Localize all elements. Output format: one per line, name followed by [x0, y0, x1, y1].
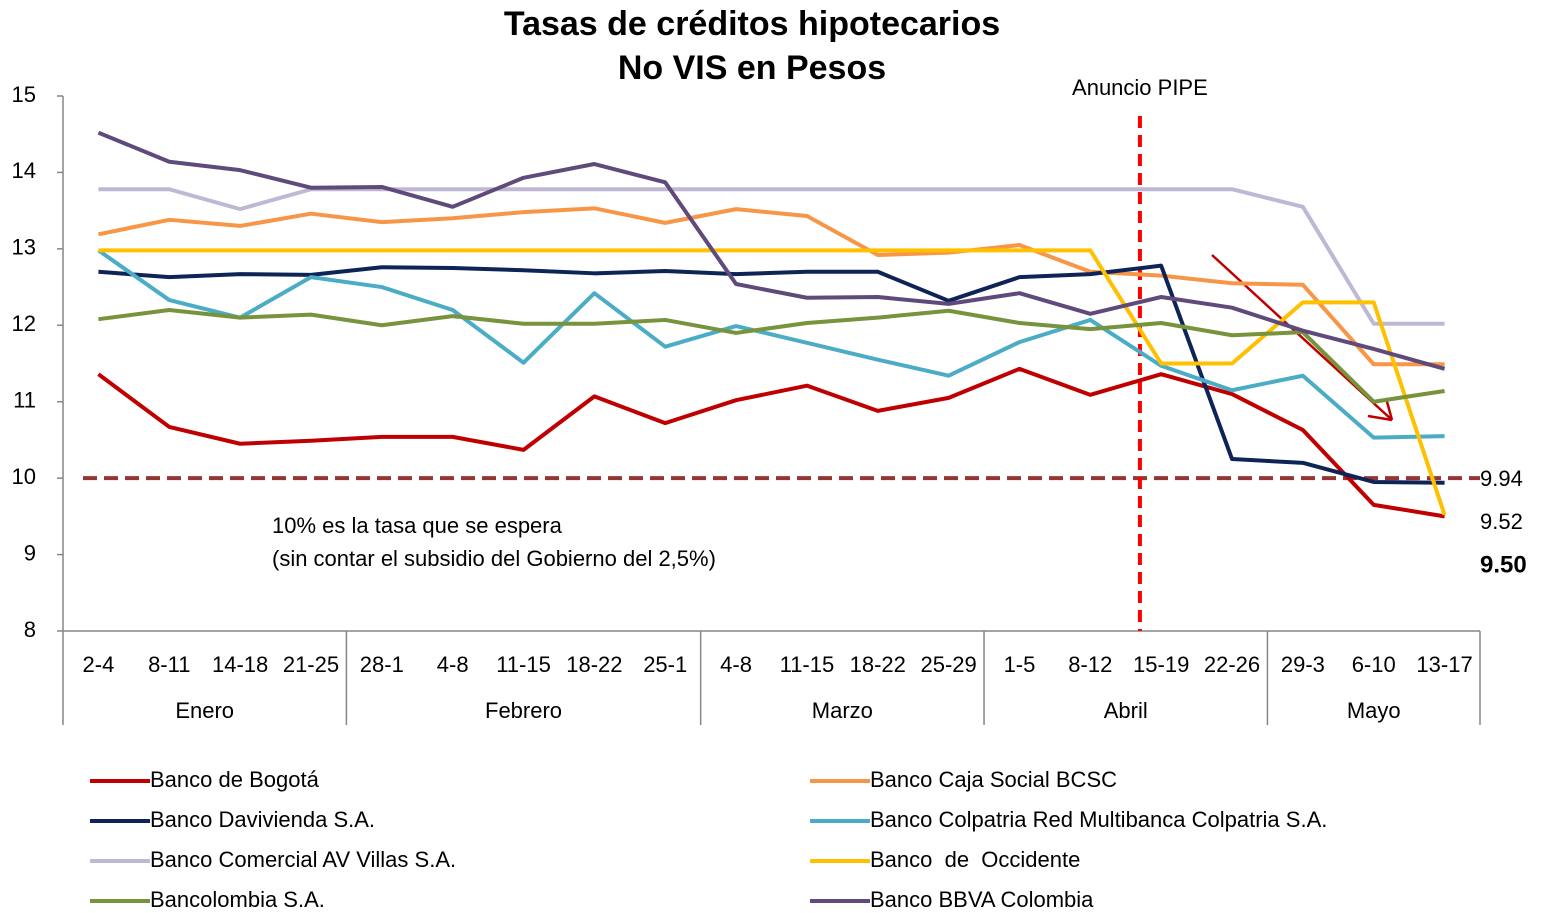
x-tick-label: 29-3 [1281, 652, 1325, 677]
series-line [98, 263, 1445, 485]
series-line [97, 248, 1445, 440]
x-tick-label: 13-17 [1416, 652, 1472, 677]
end-label: 9.50 [1480, 551, 1527, 578]
end-label: 9.94 [1480, 466, 1523, 491]
legend-label: Banco Colpatria Red Multibanca Colpatria… [870, 807, 1327, 832]
x-tick-label: 4-8 [437, 652, 469, 677]
y-tick-label: 10 [12, 464, 36, 489]
legend-label: Banco de Bogotá [150, 767, 320, 792]
y-tick-label: 14 [12, 158, 36, 183]
reference-note: 10% es la tasa que se espera [272, 513, 563, 538]
group-label: Mayo [1347, 698, 1401, 723]
chart-title: Tasas de créditos hipotecarios [504, 5, 1000, 43]
x-tick-label: 11-15 [780, 652, 835, 677]
event-label: Anuncio PIPE [1072, 75, 1208, 100]
x-tick-label: 4-8 [720, 652, 752, 677]
group-label: Abril [1104, 698, 1148, 723]
legend-label: Bancolombia S.A. [150, 887, 325, 912]
legend-label: Banco de Occidente [870, 847, 1080, 872]
series-line [97, 130, 1446, 371]
x-tick-label: 18-22 [566, 652, 622, 677]
group-label: Febrero [485, 698, 562, 723]
legend-label: Banco Caja Social BCSC [870, 767, 1117, 792]
x-tick-label: 22-26 [1204, 652, 1260, 677]
x-tick-label: 21-25 [283, 652, 339, 677]
y-tick-label: 9 [24, 540, 36, 565]
y-tick-label: 13 [12, 235, 36, 260]
series-line [98, 248, 1447, 516]
y-tick-label: 8 [24, 617, 36, 642]
x-tick-label: 25-29 [920, 652, 976, 677]
legend-label: Banco Davivienda S.A. [150, 807, 375, 832]
reference-note: (sin contar el subsidio del Gobierno del… [272, 546, 716, 571]
group-label: Enero [175, 698, 234, 723]
x-tick-label: 18-22 [850, 652, 906, 677]
y-tick-label: 11 [13, 388, 36, 413]
x-tick-label: 25-1 [643, 652, 687, 677]
x-tick-label: 2-4 [83, 652, 115, 677]
y-tick-label: 12 [12, 311, 36, 336]
x-tick-label: 6-10 [1352, 652, 1396, 677]
series-line [98, 187, 1445, 326]
legend-label: Banco Comercial AV Villas S.A. [150, 847, 456, 872]
x-tick-label: 14-18 [212, 652, 268, 677]
x-tick-label: 8-11 [148, 652, 190, 677]
y-tick-label: 15 [12, 82, 36, 107]
x-tick-label: 15-19 [1133, 652, 1189, 677]
x-tick-label: 1-5 [1004, 652, 1036, 677]
series-line [97, 366, 1445, 519]
x-tick-label: 8-12 [1068, 652, 1112, 677]
chart-title: No VIS en Pesos [618, 49, 886, 87]
legend-label: Banco BBVA Colombia [870, 887, 1094, 912]
series-line [98, 308, 1445, 404]
end-label: 9.52 [1480, 509, 1523, 534]
x-tick-label: 28-1 [360, 652, 404, 677]
group-label: Marzo [812, 698, 873, 723]
series-line [98, 206, 1445, 367]
x-tick-label: 11-15 [496, 652, 551, 677]
